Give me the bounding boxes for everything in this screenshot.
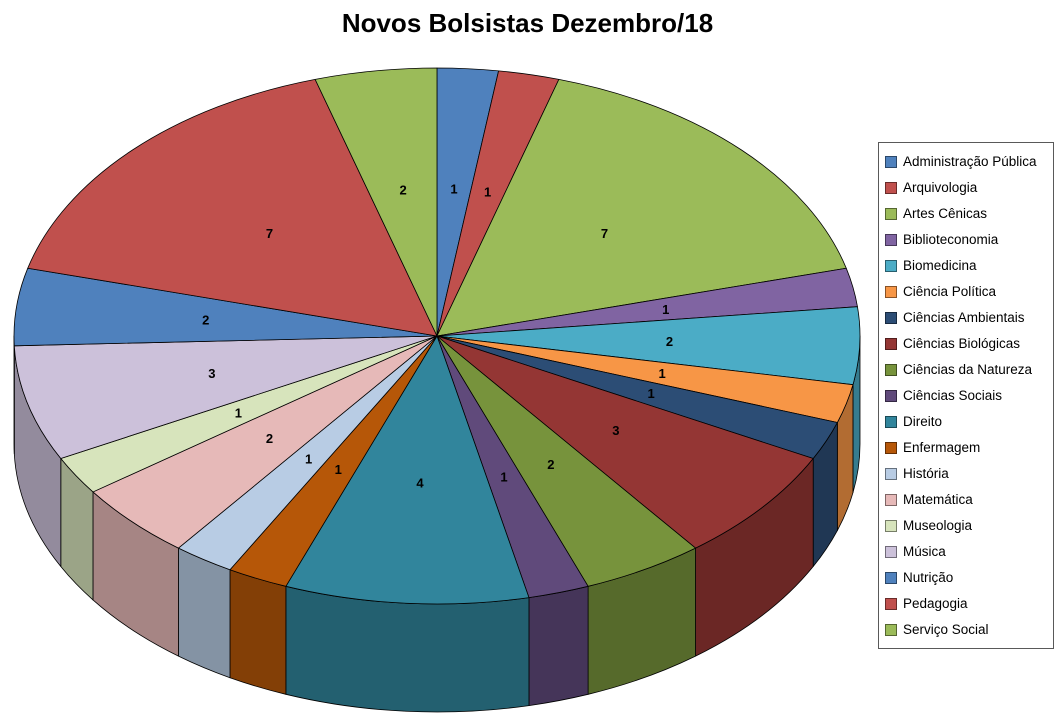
legend-swatch — [885, 233, 897, 246]
legend-item: Administração Pública — [885, 151, 1047, 172]
legend-swatch — [885, 519, 897, 532]
pie-slice-8 — [436, 335, 814, 549]
legend-label: Serviço Social — [903, 622, 989, 637]
pie-slice-11 — [285, 335, 530, 605]
slice-value-label: 1 — [658, 366, 665, 381]
legend-swatch — [885, 597, 897, 610]
legend-swatch — [885, 571, 897, 584]
legend-label: Nutrição — [903, 570, 954, 585]
legend-label: História — [903, 466, 949, 481]
pie-slice-18 — [27, 78, 438, 337]
slice-value-label: 7 — [601, 226, 608, 241]
slice-value-label: 3 — [612, 423, 619, 438]
legend-swatch — [885, 207, 897, 220]
legend-item: História — [885, 463, 1047, 484]
legend-swatch — [885, 493, 897, 506]
legend-label: Arquivologia — [903, 180, 978, 195]
legend-swatch — [885, 259, 897, 272]
pie-slice-side — [229, 569, 287, 695]
legend-swatch — [885, 285, 897, 298]
legend-swatch — [885, 181, 897, 194]
legend-label: Ciência Política — [903, 284, 997, 299]
slice-value-label: 7 — [266, 226, 273, 241]
legend-item: Ciências da Natureza — [885, 359, 1047, 380]
legend-label: Artes Cênicas — [903, 206, 988, 221]
pie-slice-side — [528, 585, 589, 706]
legend-item: Ciências Sociais — [885, 385, 1047, 406]
legend-swatch — [885, 415, 897, 428]
legend-label: Direito — [903, 414, 943, 429]
legend-item: Pedagogia — [885, 593, 1047, 614]
legend-swatch — [885, 337, 897, 350]
legend-item: Enfermagem — [885, 437, 1047, 458]
legend-swatch — [885, 545, 897, 558]
legend-label: Administração Pública — [903, 154, 1037, 169]
legend-swatch — [885, 623, 897, 636]
pie-slice-3 — [436, 78, 847, 337]
pie-slice-side — [285, 585, 530, 713]
legend-label: Matemática — [903, 492, 973, 507]
legend-item: Música — [885, 541, 1047, 562]
legend-item: Ciências Biológicas — [885, 333, 1047, 354]
legend-swatch — [885, 389, 897, 402]
legend: Administração Pública Arquivologia Artes C… — [878, 142, 1054, 649]
slice-value-label: 1 — [648, 386, 655, 401]
slice-value-label: 2 — [202, 312, 209, 327]
legend-item: Matemática — [885, 489, 1047, 510]
legend-item: Biblioteconomia — [885, 229, 1047, 250]
slice-value-label: 1 — [450, 182, 457, 197]
legend-label: Museologia — [903, 518, 973, 533]
legend-item: Serviço Social — [885, 619, 1047, 640]
legend-item: Ciências Ambientais — [885, 307, 1047, 328]
legend-label: Pedagogia — [903, 596, 968, 611]
slice-value-label: 2 — [266, 431, 273, 446]
legend-item: Artes Cênicas — [885, 203, 1047, 224]
chart-title: Novos Bolsistas Dezembro/18 — [341, 8, 714, 38]
slice-value-label: 1 — [235, 405, 242, 420]
pie-slice-16 — [13, 335, 438, 459]
legend-item: Nutrição — [885, 567, 1047, 588]
legend-label: Biomedicina — [903, 258, 977, 273]
slice-value-label: 1 — [335, 462, 342, 477]
legend-label: Ciências da Natureza — [903, 362, 1033, 377]
legend-item: Direito — [885, 411, 1047, 432]
slice-value-label: 2 — [547, 457, 554, 472]
slice-value-label: 1 — [484, 185, 491, 200]
legend-label: Ciências Ambientais — [903, 310, 1025, 325]
legend-item: Ciência Política — [885, 281, 1047, 302]
legend-swatch — [885, 155, 897, 168]
slice-value-label: 1 — [662, 302, 669, 317]
legend-swatch — [885, 467, 897, 480]
pie-slice-side — [178, 547, 231, 679]
legend-label: Enfermagem — [903, 440, 981, 455]
legend-item: Arquivologia — [885, 177, 1047, 198]
legend-label: Música — [903, 544, 946, 559]
slice-value-label: 1 — [500, 470, 507, 485]
legend-item: Biomedicina — [885, 255, 1047, 276]
legend-swatch — [885, 441, 897, 454]
legend-label: Ciências Sociais — [903, 388, 1003, 403]
legend-swatch — [885, 311, 897, 324]
slice-value-label: 3 — [208, 366, 215, 381]
slice-value-label: 2 — [666, 334, 673, 349]
slice-value-label: 4 — [416, 476, 424, 491]
slice-value-label: 2 — [400, 183, 407, 198]
pie-slice-19 — [314, 67, 438, 337]
legend-label: Biblioteconomia — [903, 232, 999, 247]
slice-value-label: 1 — [305, 451, 312, 466]
legend-item: Museologia — [885, 515, 1047, 536]
legend-swatch — [885, 363, 897, 376]
legend-label: Ciências Biológicas — [903, 336, 1021, 351]
